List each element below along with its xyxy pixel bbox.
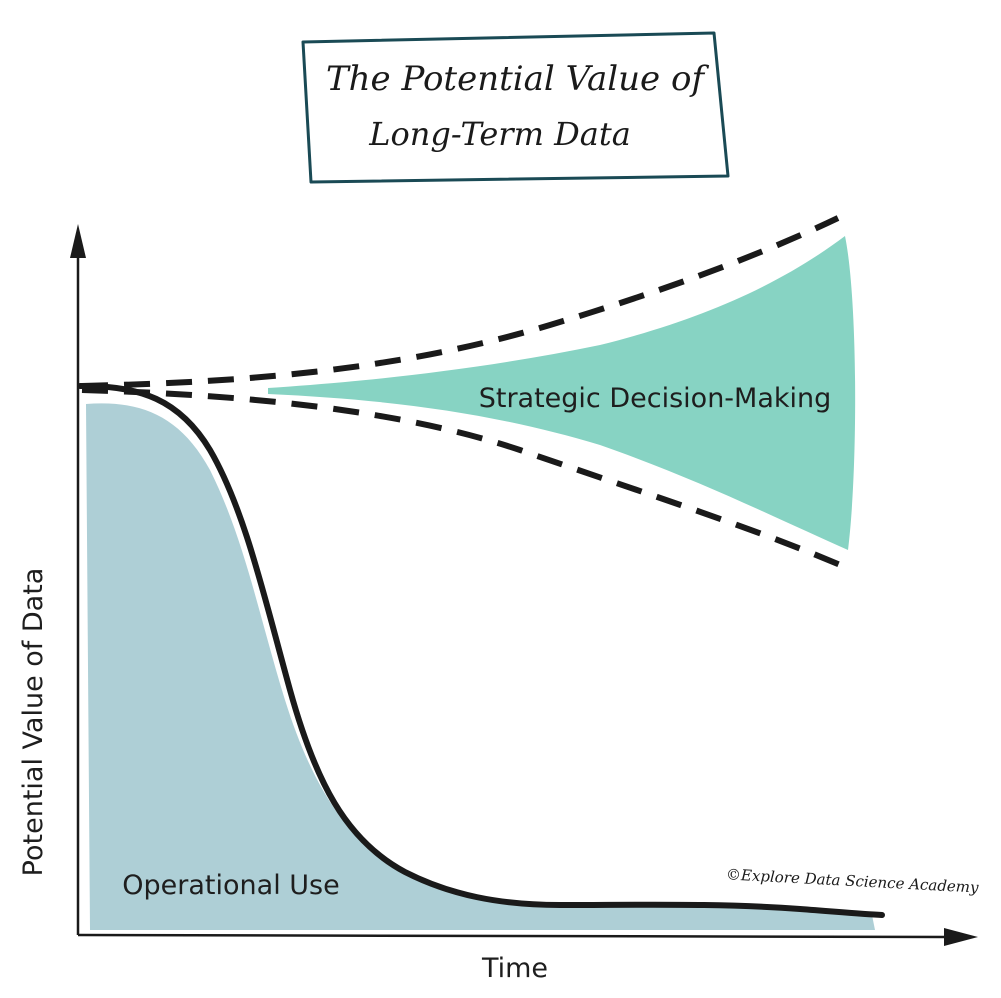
title-line1: The Potential Value of xyxy=(326,59,710,99)
title-box: The Potential Value of Long-Term Data xyxy=(301,31,730,184)
x-axis-arrow-icon xyxy=(944,928,978,946)
operational-use-label: Operational Use xyxy=(122,870,339,901)
credit-text: ©Explore Data Science Academy xyxy=(726,865,980,896)
y-axis xyxy=(70,224,86,935)
strategic-decision-label: Strategic Decision-Making xyxy=(479,383,832,414)
title-line2: Long-Term Data xyxy=(368,115,631,153)
y-axis-label: Potential Value of Data xyxy=(18,568,49,877)
strategic-decision-area xyxy=(268,236,856,550)
lower-dashed-line xyxy=(81,387,854,573)
operational-use-area xyxy=(86,403,875,930)
y-axis-arrow-icon xyxy=(70,224,86,258)
x-axis xyxy=(77,928,978,946)
upper-dashed-line xyxy=(81,215,840,389)
operational-value-curve xyxy=(77,382,885,918)
x-axis-label: Time xyxy=(481,953,548,984)
